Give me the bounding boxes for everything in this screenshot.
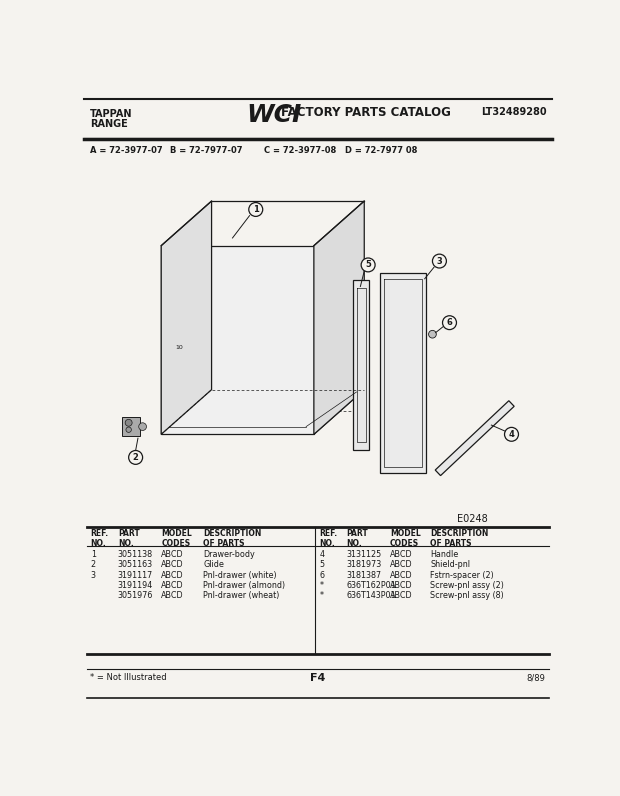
Circle shape [125, 419, 132, 426]
Text: Handle: Handle [430, 550, 458, 559]
Text: *: * [319, 581, 323, 590]
Text: PART
NO.: PART NO. [118, 529, 140, 548]
Text: A = 72-3977-07: A = 72-3977-07 [90, 146, 162, 155]
Polygon shape [435, 400, 514, 476]
Text: F4: F4 [310, 673, 326, 683]
Text: 1: 1 [91, 550, 95, 559]
Text: RANGE: RANGE [90, 119, 128, 129]
Polygon shape [161, 390, 365, 435]
Text: 10: 10 [175, 345, 183, 350]
Text: MODEL
CODES: MODEL CODES [161, 529, 192, 548]
Text: Glide: Glide [203, 560, 224, 569]
Text: 3191194: 3191194 [118, 581, 153, 590]
Circle shape [129, 451, 143, 464]
Text: 636T143P01: 636T143P01 [347, 591, 396, 600]
Circle shape [428, 330, 436, 338]
Text: DESCRIPTION
OF PARTS: DESCRIPTION OF PARTS [203, 529, 262, 548]
Circle shape [249, 202, 263, 217]
Text: LT32489280: LT32489280 [482, 107, 547, 117]
Text: DESCRIPTION
OF PARTS: DESCRIPTION OF PARTS [430, 529, 489, 548]
Text: ABCD: ABCD [390, 571, 412, 579]
Text: 5: 5 [319, 560, 324, 569]
Circle shape [505, 427, 518, 441]
Text: REF.
NO.: REF. NO. [319, 529, 337, 548]
Polygon shape [161, 246, 314, 435]
Polygon shape [161, 201, 211, 435]
Text: 3181973: 3181973 [347, 560, 382, 569]
Text: 8/89: 8/89 [527, 673, 546, 682]
Polygon shape [123, 417, 140, 436]
Text: Shield-pnl: Shield-pnl [430, 560, 470, 569]
Text: 3181387: 3181387 [347, 571, 381, 579]
Text: 3: 3 [436, 256, 442, 266]
Circle shape [126, 427, 131, 432]
Circle shape [433, 254, 446, 268]
Text: Pnl-drawer (wheat): Pnl-drawer (wheat) [203, 591, 280, 600]
Text: 5: 5 [365, 260, 371, 269]
Text: C = 72-3977-08: C = 72-3977-08 [264, 146, 336, 155]
Text: 3131125: 3131125 [347, 550, 382, 559]
Text: 6: 6 [319, 571, 324, 579]
Text: ABCD: ABCD [161, 571, 184, 579]
Text: * = Not Illustrated: * = Not Illustrated [90, 673, 167, 682]
Text: Fstrn-spacer (2): Fstrn-spacer (2) [430, 571, 494, 579]
Text: *: * [319, 591, 323, 600]
Text: FACTORY PARTS CATALOG: FACTORY PARTS CATALOG [280, 107, 450, 119]
Text: D = 72-7977 08: D = 72-7977 08 [345, 146, 417, 155]
Text: ABCD: ABCD [161, 560, 184, 569]
Circle shape [139, 423, 146, 431]
Text: WCI: WCI [247, 103, 302, 127]
Text: 3051976: 3051976 [118, 591, 153, 600]
Text: ABCD: ABCD [161, 581, 184, 590]
Text: B = 72-7977-07: B = 72-7977-07 [170, 146, 243, 155]
Text: 2: 2 [91, 560, 96, 569]
Text: Pnl-drawer (white): Pnl-drawer (white) [203, 571, 277, 579]
Text: REF.
NO.: REF. NO. [91, 529, 108, 548]
Text: 2: 2 [133, 453, 138, 462]
Text: TAPPAN: TAPPAN [90, 109, 133, 119]
Text: 3191117: 3191117 [118, 571, 153, 579]
Text: 4: 4 [319, 550, 324, 559]
Text: ABCD: ABCD [161, 591, 184, 600]
Text: 3: 3 [91, 571, 95, 579]
Text: ABCD: ABCD [390, 591, 412, 600]
Text: Drawer-body: Drawer-body [203, 550, 255, 559]
Text: Pnl-drawer (almond): Pnl-drawer (almond) [203, 581, 285, 590]
Text: 1: 1 [253, 205, 259, 214]
Text: 3051138: 3051138 [118, 550, 153, 559]
Circle shape [443, 316, 456, 330]
Text: 4: 4 [508, 430, 515, 439]
Text: ABCD: ABCD [161, 550, 184, 559]
Text: E0248: E0248 [458, 513, 488, 524]
Polygon shape [314, 201, 365, 435]
Text: MODEL
CODES: MODEL CODES [390, 529, 420, 548]
Text: 636T162P01: 636T162P01 [347, 581, 396, 590]
Text: 6: 6 [446, 318, 453, 327]
Text: ABCD: ABCD [390, 581, 412, 590]
Circle shape [361, 258, 375, 272]
Text: ABCD: ABCD [390, 560, 412, 569]
Text: Screw-pnl assy (2): Screw-pnl assy (2) [430, 581, 504, 590]
Text: 3051163: 3051163 [118, 560, 153, 569]
Text: PART
NO.: PART NO. [347, 529, 368, 548]
Text: ABCD: ABCD [390, 550, 412, 559]
Text: Screw-pnl assy (8): Screw-pnl assy (8) [430, 591, 504, 600]
Polygon shape [379, 272, 427, 473]
Polygon shape [353, 280, 369, 450]
